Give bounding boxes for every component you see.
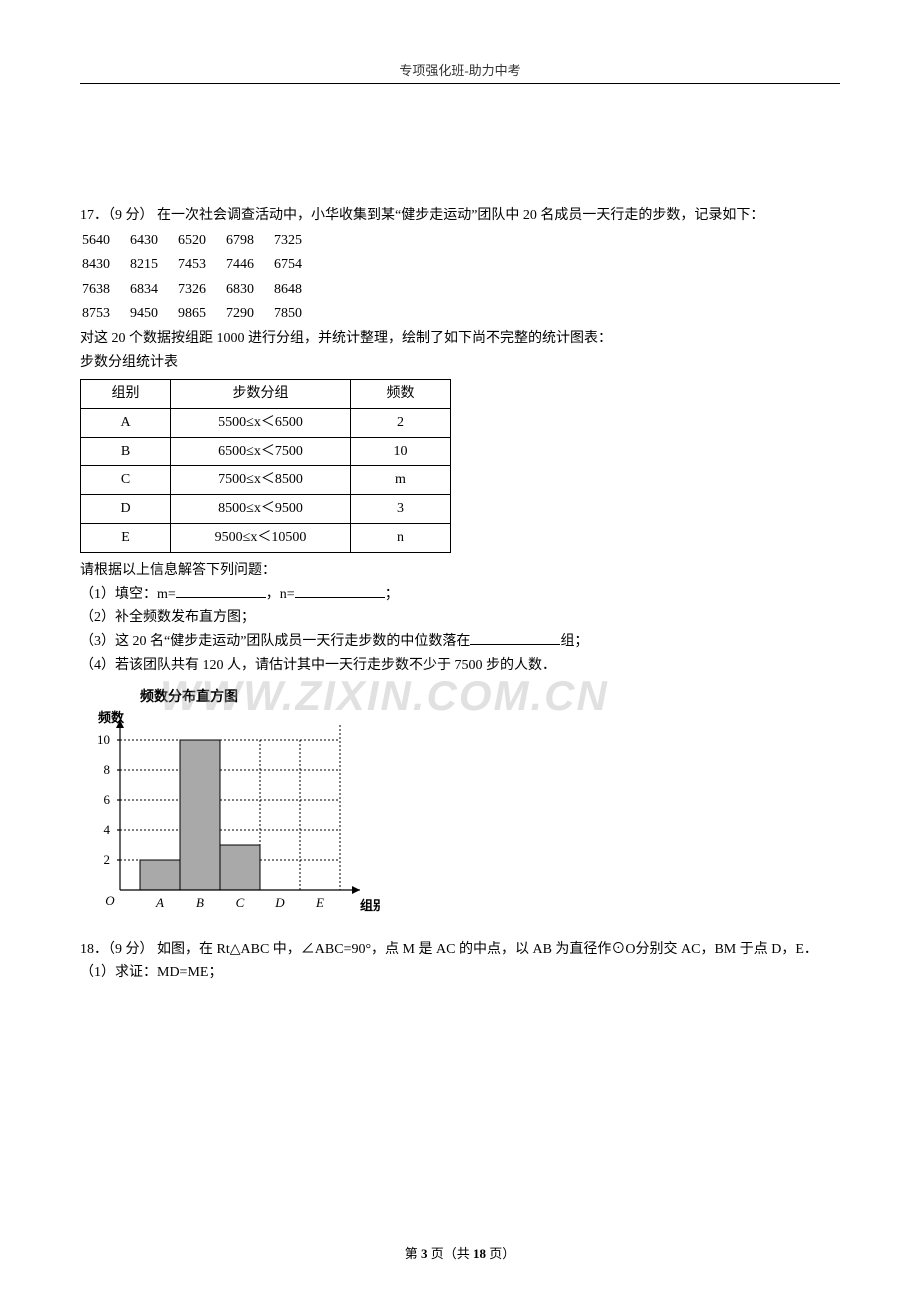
cell-group: C bbox=[81, 466, 171, 495]
question-17: 17．（9 分） 在一次社会调查活动中，小华收集到某“健步走运动”团队中 20 … bbox=[80, 204, 840, 920]
x-axis-arrow bbox=[352, 886, 360, 894]
table-row: 7638 6834 7326 6830 8648 bbox=[82, 279, 320, 301]
histogram-title: 频数分布直方图 bbox=[140, 686, 840, 710]
x-tick-label: B bbox=[196, 895, 204, 910]
data-cell: 7326 bbox=[178, 279, 224, 301]
q17-sub3: （3）这 20 名“健步走运动”团队成员一天行走步数的中位数落在 组； bbox=[80, 630, 840, 654]
page: 专项强化班-助力中考 WWW.ZIXIN.COM.CN 17．（9 分） 在一次… bbox=[0, 0, 920, 1302]
q17-sub4: （4）若该团队共有 120 人，请估计其中一天行走步数不少于 7500 步的人数… bbox=[80, 654, 840, 678]
q17-prompt-b: 对这 20 个数据按组距 1000 进行分组，并统计整理，绘制了如下尚不完整的统… bbox=[80, 327, 840, 351]
data-cell: 6754 bbox=[274, 254, 320, 276]
q17-sub3-b: 组； bbox=[560, 634, 588, 649]
q18-sub1: （1）求证：MD=ME； bbox=[80, 961, 840, 985]
data-cell: 7850 bbox=[274, 303, 320, 325]
th-group: 组别 bbox=[81, 379, 171, 408]
y-axis-label: 频数 bbox=[98, 710, 125, 725]
cell-group: D bbox=[81, 495, 171, 524]
cell-range: 8500≤x＜9500 bbox=[171, 495, 351, 524]
data-cell: 7453 bbox=[178, 254, 224, 276]
cell-group: E bbox=[81, 523, 171, 552]
blank-m bbox=[176, 584, 266, 598]
footer-c: 页） bbox=[486, 1246, 515, 1261]
q17-sub3-a: （3）这 20 名“健步走运动”团队成员一天行走步数的中位数落在 bbox=[80, 634, 470, 649]
cell-freq: 10 bbox=[351, 437, 451, 466]
bar-B bbox=[180, 740, 220, 890]
header-rule bbox=[80, 83, 840, 84]
cell-range: 7500≤x＜8500 bbox=[171, 466, 351, 495]
data-cell: 6834 bbox=[130, 279, 176, 301]
cell-range: 9500≤x＜10500 bbox=[171, 523, 351, 552]
table-row: C 7500≤x＜8500 m bbox=[81, 466, 451, 495]
table-row: D 8500≤x＜9500 3 bbox=[81, 495, 451, 524]
x-tick-label: D bbox=[274, 895, 285, 910]
q17-sub1: （1）填空：m= ，n= ； bbox=[80, 583, 840, 607]
q17-after-table: 请根据以上信息解答下列问题： bbox=[80, 559, 840, 583]
data-cell: 9450 bbox=[130, 303, 176, 325]
table-row: 5640 6430 6520 6798 7325 bbox=[82, 230, 320, 252]
q17-sub1-a: （1）填空：m= bbox=[80, 587, 176, 602]
q17-sub1-c: ； bbox=[385, 587, 399, 602]
q17-sub2: （2）补全频数发布直方图； bbox=[80, 606, 840, 630]
data-cell: 6430 bbox=[130, 230, 176, 252]
blank-n bbox=[295, 584, 385, 598]
cell-freq: n bbox=[351, 523, 451, 552]
table-row: 组别 步数分组 频数 bbox=[81, 379, 451, 408]
data-cell: 7325 bbox=[274, 230, 320, 252]
x-tick-label: E bbox=[315, 895, 324, 910]
q17-prompt: 17．（9 分） 在一次社会调查活动中，小华收集到某“健步走运动”团队中 20 … bbox=[80, 204, 840, 228]
y-tick-label: 4 bbox=[104, 822, 111, 837]
table-row: E 9500≤x＜10500 n bbox=[81, 523, 451, 552]
cell-freq: m bbox=[351, 466, 451, 495]
th-freq: 频数 bbox=[351, 379, 451, 408]
x-tick-label: A bbox=[155, 895, 164, 910]
q18-prompt: 18．（9 分） 如图，在 Rt△ABC 中，∠ABC=90°，点 M 是 AC… bbox=[80, 938, 840, 962]
x-tick-label: C bbox=[236, 895, 245, 910]
page-footer: 第 3 页（共 18 页） bbox=[0, 1243, 920, 1262]
data-cell: 8215 bbox=[130, 254, 176, 276]
blank-group bbox=[470, 631, 560, 645]
y-tick-label: 2 bbox=[104, 852, 111, 867]
data-cell: 6798 bbox=[226, 230, 272, 252]
footer-total: 18 bbox=[473, 1246, 486, 1261]
data-cell: 7290 bbox=[226, 303, 272, 325]
cell-range: 6500≤x＜7500 bbox=[171, 437, 351, 466]
table-row: A 5500≤x＜6500 2 bbox=[81, 408, 451, 437]
origin-label: O bbox=[105, 893, 115, 908]
bar-C bbox=[220, 845, 260, 890]
cell-group: B bbox=[81, 437, 171, 466]
data-cell: 5640 bbox=[82, 230, 128, 252]
table-row: 8753 9450 9865 7290 7850 bbox=[82, 303, 320, 325]
q17-freq-table: 组别 步数分组 频数 A 5500≤x＜6500 2 B 6500≤x＜7500… bbox=[80, 379, 451, 553]
table-row: 8430 8215 7453 7446 6754 bbox=[82, 254, 320, 276]
data-cell: 9865 bbox=[178, 303, 224, 325]
y-tick-label: 10 bbox=[97, 732, 110, 747]
footer-a: 第 bbox=[405, 1246, 421, 1261]
question-18: 18．（9 分） 如图，在 Rt△ABC 中，∠ABC=90°，点 M 是 AC… bbox=[80, 938, 840, 986]
th-range: 步数分组 bbox=[171, 379, 351, 408]
cell-group: A bbox=[81, 408, 171, 437]
data-cell: 6830 bbox=[226, 279, 272, 301]
page-header: 专项强化班-助力中考 bbox=[80, 60, 840, 79]
data-cell: 8753 bbox=[82, 303, 128, 325]
y-tick-label: 8 bbox=[104, 762, 111, 777]
q17-sub1-b: ，n= bbox=[266, 587, 295, 602]
cell-freq: 2 bbox=[351, 408, 451, 437]
cell-range: 5500≤x＜6500 bbox=[171, 408, 351, 437]
histogram: 2 4 6 8 10 O A B C D E 频数 组别 bbox=[80, 710, 380, 920]
bar-A bbox=[140, 860, 180, 890]
table-row: B 6500≤x＜7500 10 bbox=[81, 437, 451, 466]
data-cell: 7638 bbox=[82, 279, 128, 301]
data-cell: 8648 bbox=[274, 279, 320, 301]
q17-data-grid: 5640 6430 6520 6798 7325 8430 8215 7453 … bbox=[80, 228, 322, 328]
data-cell: 6520 bbox=[178, 230, 224, 252]
y-tick-label: 6 bbox=[104, 792, 111, 807]
data-cell: 8430 bbox=[82, 254, 128, 276]
data-cell: 7446 bbox=[226, 254, 272, 276]
footer-b: 页（共 bbox=[427, 1246, 473, 1261]
q17-table-caption: 步数分组统计表 bbox=[80, 351, 840, 375]
cell-freq: 3 bbox=[351, 495, 451, 524]
x-axis-label: 组别 bbox=[360, 898, 380, 913]
